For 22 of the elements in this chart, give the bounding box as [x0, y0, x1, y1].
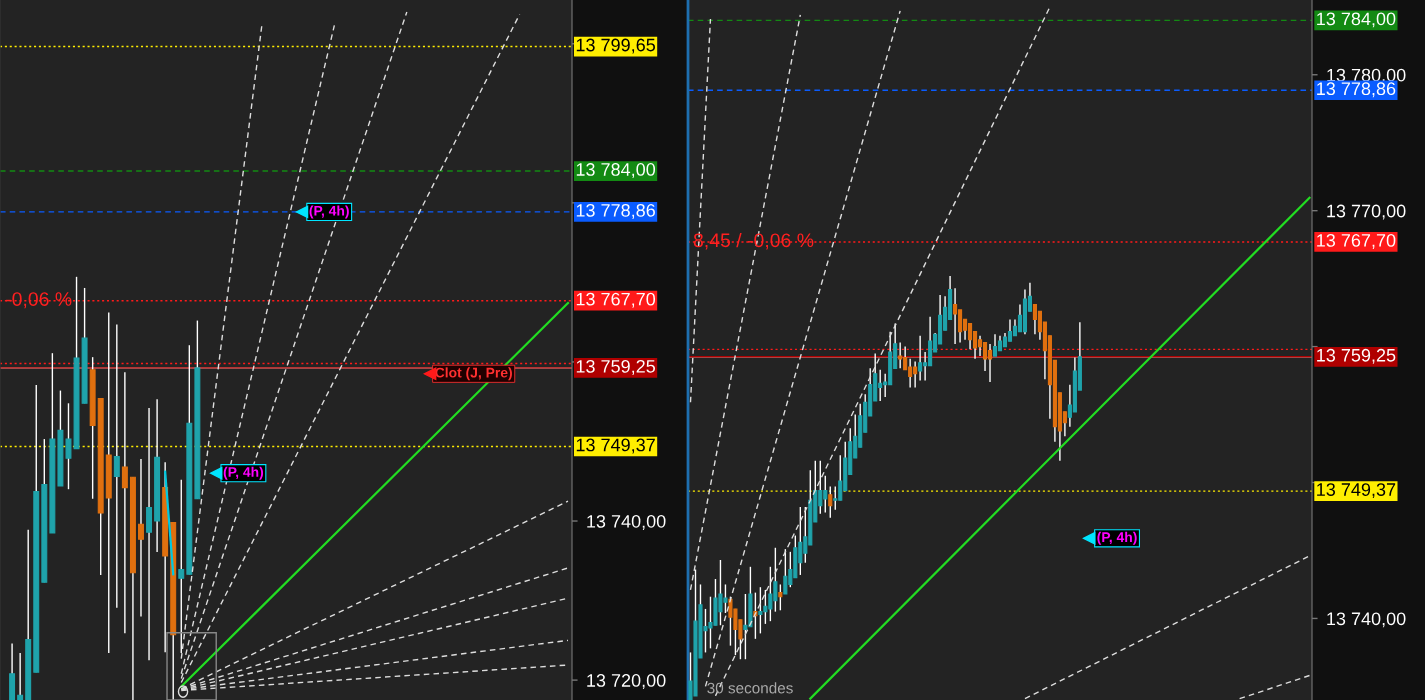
annotation: (P, 4h)	[1097, 531, 1137, 545]
y-tick-label: 13 740,00	[1327, 612, 1406, 628]
y-tick-label: 13 740,00	[587, 514, 666, 530]
ref-line-label: 13 778,86	[1317, 82, 1396, 98]
ref-line-label: 13 784,00	[1317, 12, 1396, 28]
y-tick-label: 13 720,00	[587, 674, 666, 689]
annotation: -0,06 %	[6, 292, 72, 309]
ref-line-label: 13 759,25	[576, 359, 655, 375]
ref-line-label: 13 749,37	[576, 438, 655, 454]
annotation: 8,45 / -0,06 %	[693, 232, 814, 250]
ref-line-label: 13 784,00	[576, 163, 656, 178]
annotation: Clot (J, Pre)	[435, 367, 512, 381]
ref-line-label: 13 778,86	[576, 203, 655, 219]
annotation: 30 secondes	[707, 682, 793, 694]
y-tick-label: 13 770,00	[1327, 204, 1406, 220]
annotation: (P, 4h)	[309, 205, 349, 219]
ref-line-label: 13 759,25	[1317, 348, 1396, 364]
ref-line-label: 13 767,70	[576, 292, 656, 308]
ref-line-label: 13 799,65	[576, 38, 655, 54]
ref-line-label: 13 767,70	[1317, 234, 1396, 249]
ref-line-label: 13 749,37	[1317, 483, 1396, 499]
annotation: (P, 4h)	[223, 466, 264, 480]
